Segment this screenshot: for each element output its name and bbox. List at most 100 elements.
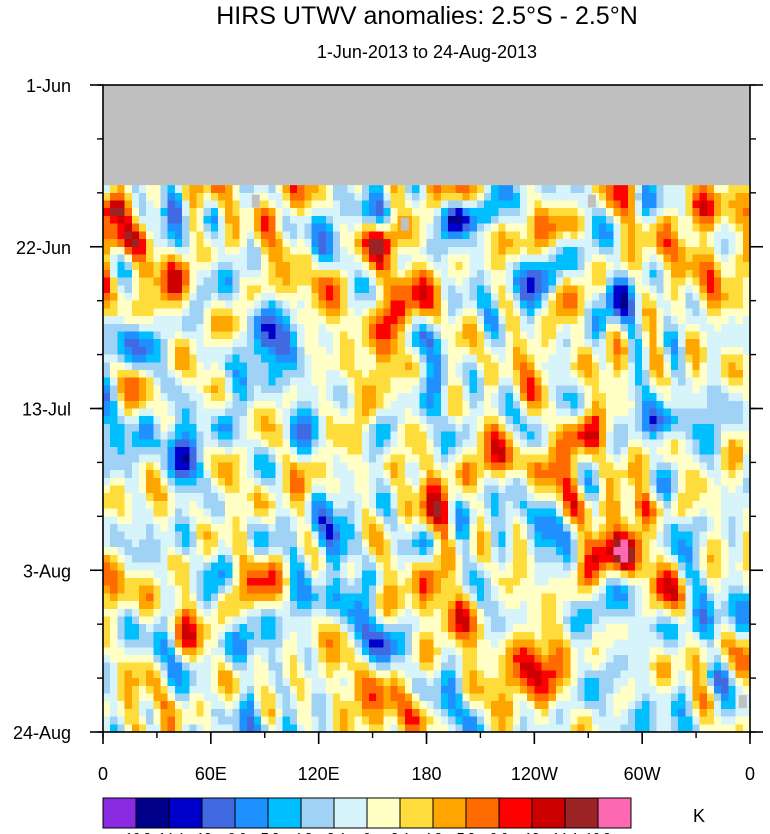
field-cell [426,554,435,564]
field-cell [246,362,255,371]
field-cell [117,208,126,217]
field-cell [563,593,571,602]
field-cell [153,323,162,333]
field-cell [678,423,686,433]
field-cell [469,539,478,548]
field-cell [275,423,284,433]
field-cell [577,362,586,371]
field-cell [325,223,334,232]
field-cell [606,423,615,433]
field-cell [714,570,722,579]
field-cell [570,485,579,494]
field-cell [692,285,701,294]
field-cell [182,316,190,325]
field-cell [275,308,284,317]
field-cell [656,277,665,286]
field-cell [714,447,722,456]
field-cell [426,577,435,587]
field-cell [304,277,313,286]
field-cell [282,608,291,618]
field-cell [440,500,449,510]
field-cell [491,431,499,440]
field-cell [433,393,442,402]
field-cell [404,524,413,533]
field-cell [634,346,643,356]
field-cell [498,447,507,456]
field-cell [670,416,679,425]
field-cell [325,477,334,487]
field-cell [340,516,349,525]
field-cell [210,215,219,225]
field-cell [404,393,413,402]
field-cell [534,500,543,510]
field-cell [311,331,320,340]
field-cell [182,524,190,533]
field-cell [404,362,413,371]
field-cell [699,331,708,340]
field-cell [555,239,564,248]
field-cell [548,316,557,325]
field-cell [117,308,126,317]
field-cell [189,339,198,348]
field-cell [678,269,686,279]
field-cell [670,423,679,433]
field-cell [563,246,571,256]
field-cell [455,485,464,494]
field-cell [649,400,658,410]
field-cell [484,485,492,494]
field-cell [692,454,701,464]
field-cell [512,577,521,587]
field-cell [117,223,126,232]
field-cell [361,316,370,325]
field-cell [404,369,413,379]
field-cell [412,200,420,209]
field-cell [440,323,449,333]
field-cell [599,539,607,548]
field-cell [714,539,722,548]
field-cell [620,493,629,502]
field-cell [663,246,672,256]
field-cell [519,285,528,294]
field-cell [275,593,284,602]
field-cell [110,185,118,194]
field-cell [491,447,499,456]
field-cell [311,300,320,309]
field-cell [103,377,111,386]
field-cell [110,585,118,594]
field-cell [340,524,349,533]
field-cell [153,593,162,602]
field-cell [706,416,715,425]
field-cell [527,416,535,425]
field-cell [253,292,262,302]
field-cell [591,377,600,386]
field-cell [563,331,571,340]
field-cell [289,593,298,602]
field-cell [189,447,198,456]
field-cell [527,393,535,402]
field-cell [663,239,672,248]
field-cell [426,470,435,479]
field-cell [146,562,154,571]
field-cell [218,593,226,602]
field-cell [678,354,686,363]
field-cell [498,246,507,256]
field-cell [663,577,672,587]
field-cell [469,439,478,448]
field-cell [282,300,291,309]
field-cell [599,485,607,494]
field-cell [498,215,507,225]
field-cell [462,262,471,271]
field-cell [455,416,464,425]
field-cell [174,554,183,564]
field-cell [692,524,701,533]
field-cell [203,300,212,309]
field-cell [225,300,233,309]
field-cell [383,431,392,440]
field-cell [642,454,650,464]
field-cell [498,185,507,194]
field-cell [390,400,399,410]
field-cell [383,477,392,487]
field-cell [656,385,665,394]
field-cell [390,454,399,464]
field-cell [347,500,356,510]
